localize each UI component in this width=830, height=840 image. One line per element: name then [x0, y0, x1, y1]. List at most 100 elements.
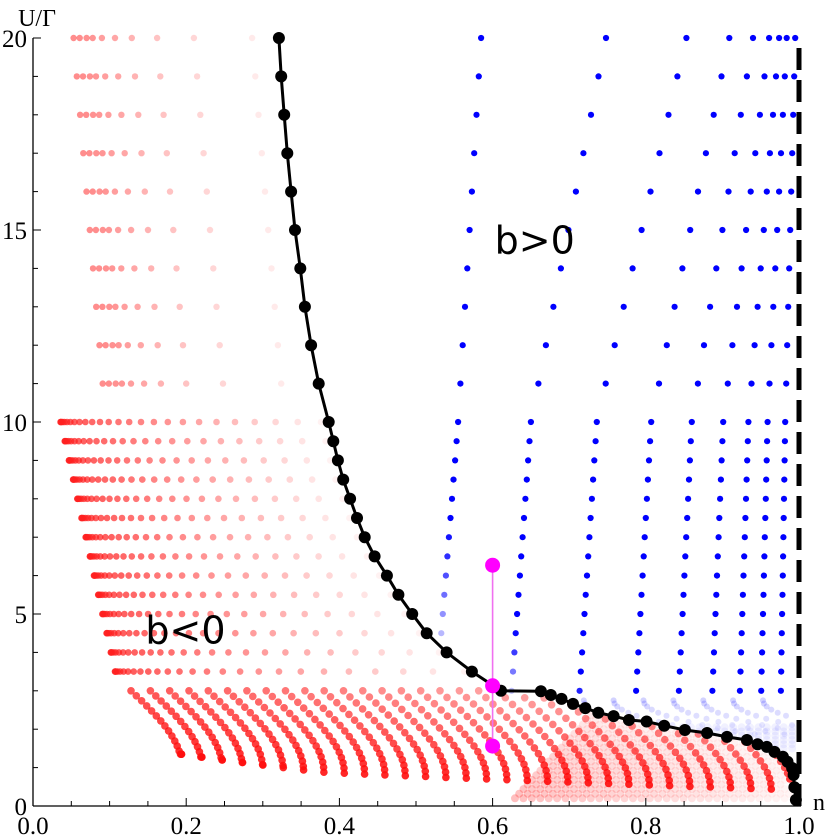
red-dot	[565, 771, 574, 780]
blue-dot	[754, 731, 763, 740]
red-dot	[679, 785, 688, 794]
red-dot	[461, 668, 468, 675]
boundary-marker	[281, 147, 294, 160]
blue-dot	[777, 150, 785, 157]
blue-dot	[744, 709, 751, 716]
blue-dot	[791, 73, 798, 80]
red-dot	[257, 514, 265, 522]
red-dot	[711, 749, 720, 758]
blue-dot	[587, 514, 594, 522]
red-dot	[683, 780, 692, 789]
red-dot	[604, 720, 613, 729]
red-dot	[236, 668, 244, 675]
blue-dot	[749, 34, 757, 42]
red-dot	[90, 457, 98, 464]
red-dot	[540, 780, 549, 789]
blue-dot	[588, 495, 596, 502]
red-dot	[115, 418, 122, 426]
red-dot	[312, 591, 320, 599]
red-dot	[144, 226, 152, 234]
red-dot	[208, 649, 216, 656]
x-axis-title: n	[813, 790, 825, 816]
red-dot	[721, 766, 730, 775]
red-dot	[582, 752, 591, 761]
red-dot	[578, 739, 587, 747]
red-dot	[574, 780, 583, 789]
red-dot	[544, 766, 553, 775]
red-dot	[570, 757, 579, 766]
red-dot	[206, 226, 214, 234]
red-dot	[98, 34, 106, 42]
red-dot	[204, 457, 212, 464]
y-tick-label: 15	[2, 218, 27, 245]
boundary-marker	[294, 262, 307, 275]
red-dot	[566, 739, 574, 747]
red-dot	[713, 785, 722, 794]
red-dot	[110, 610, 118, 618]
red-dot	[564, 778, 572, 786]
red-dot	[216, 553, 224, 560]
blue-dot	[464, 265, 471, 272]
boundary-marker	[555, 692, 568, 705]
blue-dot	[771, 723, 780, 732]
red-dot	[650, 734, 659, 743]
red-dot	[625, 734, 634, 743]
red-dot	[88, 418, 96, 426]
blue-dot	[475, 73, 482, 80]
red-dot	[185, 687, 193, 695]
red-dot	[374, 610, 381, 618]
red-dot	[190, 692, 199, 700]
red-dot	[476, 706, 485, 715]
blue-dot	[453, 438, 460, 445]
red-dot	[176, 697, 185, 705]
blue-dot	[514, 610, 521, 618]
red-dot	[616, 743, 625, 752]
blue-dot	[744, 438, 751, 445]
red-dot	[200, 150, 207, 157]
red-dot	[338, 553, 346, 560]
red-dot	[154, 437, 162, 445]
red-dot	[92, 514, 100, 522]
red-dot	[667, 752, 676, 761]
red-dot	[429, 668, 437, 675]
blue-dot	[582, 591, 589, 598]
red-dot	[621, 734, 629, 743]
blue-dot	[663, 342, 670, 349]
red-dot	[679, 760, 688, 768]
boundary-marker	[567, 697, 579, 710]
red-dot	[696, 794, 705, 803]
blue-dot	[754, 727, 763, 736]
blue-dot	[641, 534, 648, 541]
red-dot	[389, 739, 398, 748]
red-dot	[574, 743, 583, 752]
red-dot	[146, 457, 153, 464]
red-dot	[561, 785, 570, 794]
red-dot	[296, 720, 305, 729]
red-dot	[523, 789, 532, 798]
red-dot	[105, 418, 112, 426]
boundary-marker	[465, 665, 478, 678]
blue-dot	[731, 150, 738, 157]
red-dot	[155, 495, 163, 503]
red-dot	[763, 775, 772, 784]
red-dot	[106, 553, 114, 560]
red-dot	[179, 533, 187, 541]
red-dot	[587, 766, 595, 775]
red-dot	[391, 699, 400, 708]
red-dot	[604, 729, 613, 738]
blue-dot	[763, 476, 770, 483]
red-dot	[696, 739, 705, 747]
red-dot	[261, 725, 269, 733]
blue-scatter-b-positive	[438, 34, 799, 753]
blue-dot	[757, 265, 764, 272]
red-dot	[238, 758, 247, 767]
red-dot	[692, 762, 701, 771]
blue-dot	[751, 731, 758, 738]
blue-dot	[754, 303, 761, 310]
blue-dot	[716, 514, 723, 522]
blue-dot	[764, 438, 771, 445]
red-dot	[780, 794, 789, 803]
red-dot	[616, 762, 625, 771]
red-dot	[137, 553, 145, 560]
blue-dot	[771, 736, 780, 744]
